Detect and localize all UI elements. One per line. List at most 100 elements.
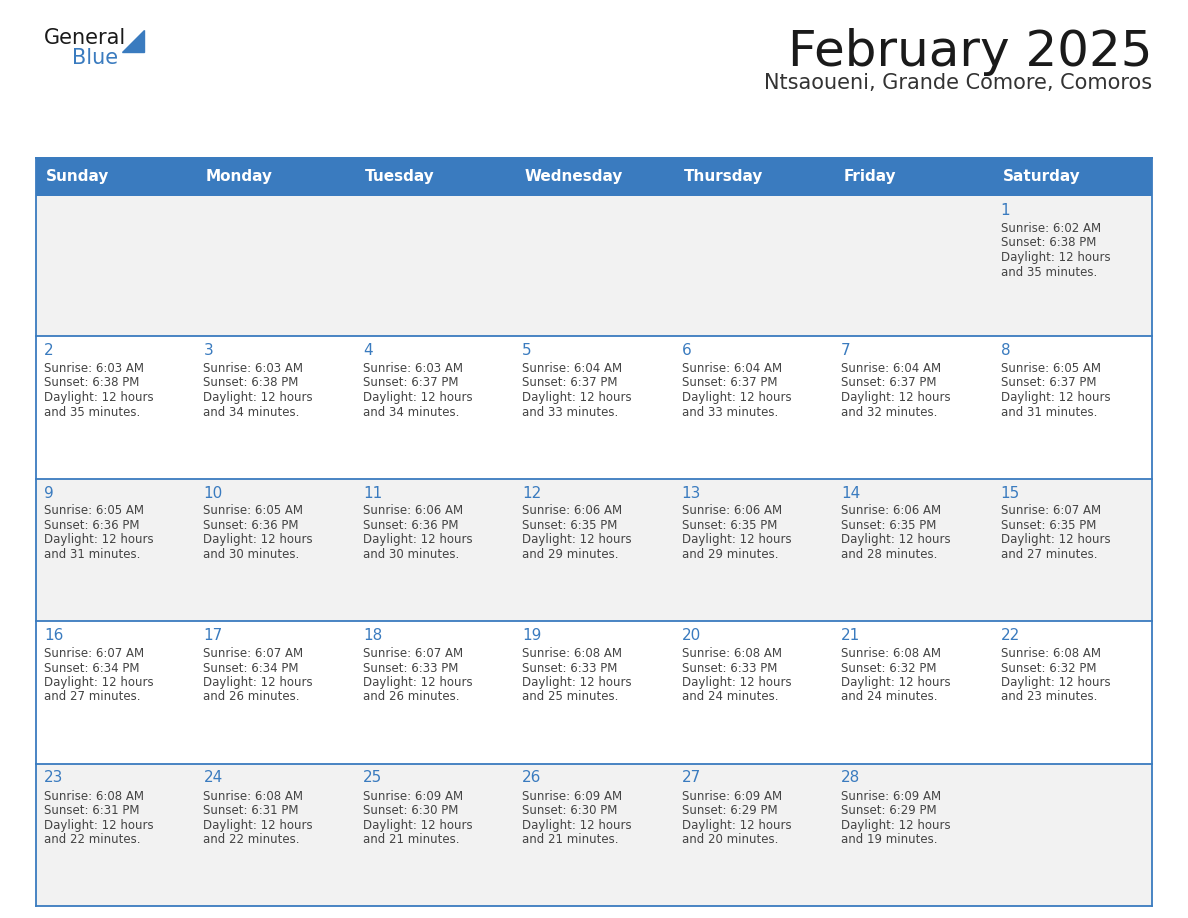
Text: and 35 minutes.: and 35 minutes. xyxy=(44,406,140,419)
Text: Sunrise: 6:04 AM: Sunrise: 6:04 AM xyxy=(682,362,782,375)
Text: Sunset: 6:36 PM: Sunset: 6:36 PM xyxy=(203,519,299,532)
Text: 15: 15 xyxy=(1000,486,1019,500)
Text: Sunrise: 6:05 AM: Sunrise: 6:05 AM xyxy=(1000,362,1100,375)
Text: and 22 minutes.: and 22 minutes. xyxy=(203,833,299,846)
Text: Wednesday: Wednesday xyxy=(524,170,623,185)
Text: Saturday: Saturday xyxy=(1003,170,1080,185)
Text: and 33 minutes.: and 33 minutes. xyxy=(682,406,778,419)
Text: 23: 23 xyxy=(44,770,63,786)
Text: 12: 12 xyxy=(523,486,542,500)
Text: Ntsaoueni, Grande Comore, Comoros: Ntsaoueni, Grande Comore, Comoros xyxy=(764,73,1152,93)
Text: and 27 minutes.: and 27 minutes. xyxy=(44,690,140,703)
Text: 27: 27 xyxy=(682,770,701,786)
Text: Sunset: 6:29 PM: Sunset: 6:29 PM xyxy=(841,804,937,817)
Bar xyxy=(36,158,196,196)
Text: Sunrise: 6:09 AM: Sunrise: 6:09 AM xyxy=(682,789,782,802)
Text: and 23 minutes.: and 23 minutes. xyxy=(1000,690,1097,703)
Text: Daylight: 12 hours: Daylight: 12 hours xyxy=(1000,251,1111,264)
Text: Daylight: 12 hours: Daylight: 12 hours xyxy=(841,533,950,546)
Text: Daylight: 12 hours: Daylight: 12 hours xyxy=(362,676,473,689)
Text: Daylight: 12 hours: Daylight: 12 hours xyxy=(841,819,950,832)
Text: and 30 minutes.: and 30 minutes. xyxy=(362,548,459,561)
Bar xyxy=(36,478,1152,621)
Text: 26: 26 xyxy=(523,770,542,786)
Text: 4: 4 xyxy=(362,343,373,358)
Text: Daylight: 12 hours: Daylight: 12 hours xyxy=(203,676,314,689)
Text: Sunset: 6:29 PM: Sunset: 6:29 PM xyxy=(682,804,777,817)
Polygon shape xyxy=(122,30,144,52)
Text: Sunrise: 6:06 AM: Sunrise: 6:06 AM xyxy=(523,505,623,518)
Text: Daylight: 12 hours: Daylight: 12 hours xyxy=(203,391,314,404)
Text: Sunrise: 6:06 AM: Sunrise: 6:06 AM xyxy=(362,505,463,518)
Text: 18: 18 xyxy=(362,628,383,643)
Text: Daylight: 12 hours: Daylight: 12 hours xyxy=(203,819,314,832)
Text: Sunrise: 6:06 AM: Sunrise: 6:06 AM xyxy=(682,505,782,518)
Text: Blue: Blue xyxy=(72,48,118,68)
Text: 22: 22 xyxy=(1000,628,1019,643)
Text: Sunrise: 6:05 AM: Sunrise: 6:05 AM xyxy=(203,505,303,518)
Text: Sunset: 6:35 PM: Sunset: 6:35 PM xyxy=(523,519,618,532)
Text: Sunrise: 6:06 AM: Sunrise: 6:06 AM xyxy=(841,505,941,518)
Bar xyxy=(36,621,1152,764)
Text: Daylight: 12 hours: Daylight: 12 hours xyxy=(523,676,632,689)
Text: Sunset: 6:34 PM: Sunset: 6:34 PM xyxy=(203,662,299,675)
Text: 8: 8 xyxy=(1000,343,1010,358)
Text: Sunrise: 6:07 AM: Sunrise: 6:07 AM xyxy=(203,647,304,660)
Text: Sunset: 6:32 PM: Sunset: 6:32 PM xyxy=(1000,662,1097,675)
Text: Sunset: 6:37 PM: Sunset: 6:37 PM xyxy=(841,376,936,389)
Text: Daylight: 12 hours: Daylight: 12 hours xyxy=(682,819,791,832)
Text: Daylight: 12 hours: Daylight: 12 hours xyxy=(362,391,473,404)
Text: and 29 minutes.: and 29 minutes. xyxy=(682,548,778,561)
Text: Sunset: 6:37 PM: Sunset: 6:37 PM xyxy=(682,376,777,389)
Text: 13: 13 xyxy=(682,486,701,500)
Text: Daylight: 12 hours: Daylight: 12 hours xyxy=(841,676,950,689)
Text: and 28 minutes.: and 28 minutes. xyxy=(841,548,937,561)
Text: 24: 24 xyxy=(203,770,222,786)
Bar xyxy=(514,158,674,196)
Text: 28: 28 xyxy=(841,770,860,786)
Text: Monday: Monday xyxy=(206,170,272,185)
Text: 6: 6 xyxy=(682,343,691,358)
Bar xyxy=(833,158,992,196)
Text: 17: 17 xyxy=(203,628,222,643)
Text: Daylight: 12 hours: Daylight: 12 hours xyxy=(1000,533,1111,546)
Bar xyxy=(36,196,1152,336)
Text: Tuesday: Tuesday xyxy=(365,170,435,185)
Text: Daylight: 12 hours: Daylight: 12 hours xyxy=(44,676,153,689)
Text: and 24 minutes.: and 24 minutes. xyxy=(682,690,778,703)
Text: Sunset: 6:30 PM: Sunset: 6:30 PM xyxy=(523,804,618,817)
Text: Sunset: 6:35 PM: Sunset: 6:35 PM xyxy=(841,519,936,532)
Text: Sunrise: 6:07 AM: Sunrise: 6:07 AM xyxy=(362,647,463,660)
Text: Sunset: 6:33 PM: Sunset: 6:33 PM xyxy=(682,662,777,675)
Text: Sunday: Sunday xyxy=(46,170,109,185)
Text: and 31 minutes.: and 31 minutes. xyxy=(1000,406,1097,419)
Text: Sunset: 6:33 PM: Sunset: 6:33 PM xyxy=(362,662,459,675)
Text: 20: 20 xyxy=(682,628,701,643)
Text: 9: 9 xyxy=(44,486,53,500)
Text: Daylight: 12 hours: Daylight: 12 hours xyxy=(1000,676,1111,689)
Text: Daylight: 12 hours: Daylight: 12 hours xyxy=(44,533,153,546)
Text: Sunset: 6:34 PM: Sunset: 6:34 PM xyxy=(44,662,139,675)
Text: Sunrise: 6:02 AM: Sunrise: 6:02 AM xyxy=(1000,222,1101,235)
Bar xyxy=(355,158,514,196)
Text: Sunset: 6:37 PM: Sunset: 6:37 PM xyxy=(1000,376,1097,389)
Text: 19: 19 xyxy=(523,628,542,643)
Bar xyxy=(992,158,1152,196)
Bar xyxy=(196,158,355,196)
Text: Sunset: 6:35 PM: Sunset: 6:35 PM xyxy=(682,519,777,532)
Bar xyxy=(674,158,833,196)
Text: Daylight: 12 hours: Daylight: 12 hours xyxy=(1000,391,1111,404)
Text: 2: 2 xyxy=(44,343,53,358)
Text: Daylight: 12 hours: Daylight: 12 hours xyxy=(203,533,314,546)
Text: Daylight: 12 hours: Daylight: 12 hours xyxy=(523,819,632,832)
Text: and 24 minutes.: and 24 minutes. xyxy=(841,690,937,703)
Text: and 19 minutes.: and 19 minutes. xyxy=(841,833,937,846)
Text: Daylight: 12 hours: Daylight: 12 hours xyxy=(682,391,791,404)
Text: Sunrise: 6:08 AM: Sunrise: 6:08 AM xyxy=(44,789,144,802)
Text: Sunrise: 6:03 AM: Sunrise: 6:03 AM xyxy=(362,362,463,375)
Text: Sunset: 6:36 PM: Sunset: 6:36 PM xyxy=(362,519,459,532)
Text: 7: 7 xyxy=(841,343,851,358)
Text: Daylight: 12 hours: Daylight: 12 hours xyxy=(841,391,950,404)
Text: Sunrise: 6:09 AM: Sunrise: 6:09 AM xyxy=(362,789,463,802)
Text: Daylight: 12 hours: Daylight: 12 hours xyxy=(362,533,473,546)
